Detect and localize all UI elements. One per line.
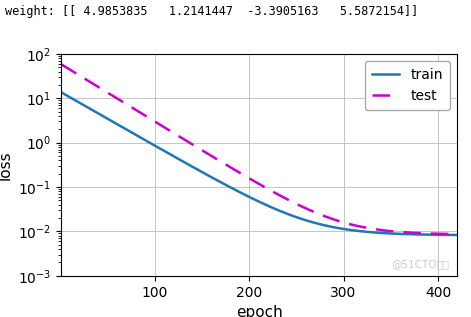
- train: [58, 90, 64, 94]
- test: [454, 232, 460, 236]
- test: [58, 62, 64, 66]
- test: [437, 232, 443, 236]
- train: [72, 98, 77, 102]
- train: [235, 189, 241, 193]
- Y-axis label: loss: loss: [0, 150, 13, 180]
- test: [235, 170, 241, 174]
- Text: @51CTO博客: @51CTO博客: [391, 259, 449, 269]
- train: [191, 165, 196, 169]
- train: [384, 231, 390, 235]
- Line: train: train: [61, 92, 457, 235]
- X-axis label: epoch: epoch: [236, 305, 283, 317]
- train: [454, 233, 460, 237]
- test: [384, 229, 390, 233]
- test: [254, 181, 260, 184]
- Text: weight: [[ 4.9853835   1.2141447  -3.3905163   5.5872154]]: weight: [[ 4.9853835 1.2141447 -3.390516…: [5, 5, 418, 18]
- Legend: train, test: train, test: [365, 61, 450, 110]
- test: [191, 143, 196, 147]
- train: [254, 199, 260, 203]
- train: [437, 233, 443, 237]
- test: [72, 70, 77, 74]
- Line: test: test: [61, 64, 457, 234]
